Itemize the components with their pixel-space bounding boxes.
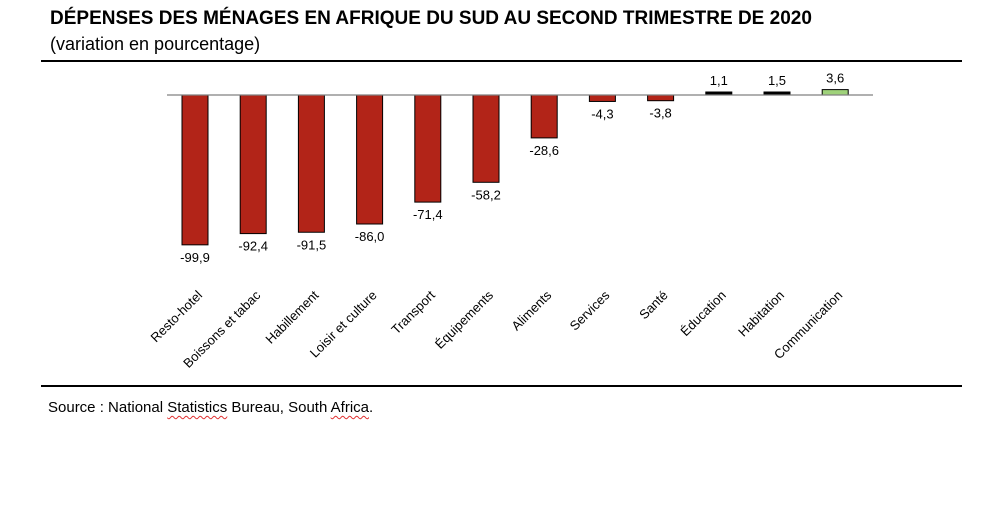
bar xyxy=(647,94,675,102)
bar xyxy=(472,94,500,183)
data-label: 1,1 xyxy=(710,73,728,88)
bar xyxy=(239,94,267,235)
bar xyxy=(181,94,209,246)
source-middle: Bureau, South xyxy=(227,399,331,416)
bottom-rule xyxy=(41,385,962,387)
bar xyxy=(414,94,442,203)
data-label: -71,4 xyxy=(413,207,443,222)
source-suffix: . xyxy=(369,399,374,416)
category-label: Équipements xyxy=(432,287,497,352)
bar xyxy=(530,94,558,139)
data-label: 3,6 xyxy=(826,71,844,86)
category-label: Aliments xyxy=(508,287,554,333)
category-label: Habillement xyxy=(262,287,321,346)
category-label: Transport xyxy=(388,287,438,337)
data-label: -99,9 xyxy=(180,250,210,265)
chart-subtitle: (variation en pourcentage) xyxy=(50,34,261,54)
bar xyxy=(297,94,325,233)
source-word-africa: Africa xyxy=(330,399,370,416)
source-prefix: Source : National xyxy=(48,399,168,416)
data-label: -92,4 xyxy=(238,239,268,254)
source-word-statistics: Statistics xyxy=(167,399,228,416)
data-label: -4,3 xyxy=(591,106,613,121)
category-label: Santé xyxy=(636,288,671,323)
data-label: -3,8 xyxy=(649,106,671,121)
data-label: -58,2 xyxy=(471,187,501,202)
bar xyxy=(356,94,384,225)
bar xyxy=(821,89,849,96)
data-label: -86,0 xyxy=(355,229,385,244)
data-label: -28,6 xyxy=(529,143,559,158)
data-label: -91,5 xyxy=(297,237,327,252)
chart-title: DÉPENSES DES MÉNAGES EN AFRIQUE DU SUD A… xyxy=(50,8,812,29)
category-label: Services xyxy=(567,287,613,333)
top-rule xyxy=(41,60,962,62)
source-note: Source : National Statistics Bureau, Sou… xyxy=(48,399,373,416)
category-label: Habitation xyxy=(735,288,787,340)
data-label: 1,5 xyxy=(768,73,786,88)
category-label: Resto-hotel xyxy=(148,287,206,345)
category-label: Éducation xyxy=(677,288,728,339)
bar xyxy=(588,94,616,102)
